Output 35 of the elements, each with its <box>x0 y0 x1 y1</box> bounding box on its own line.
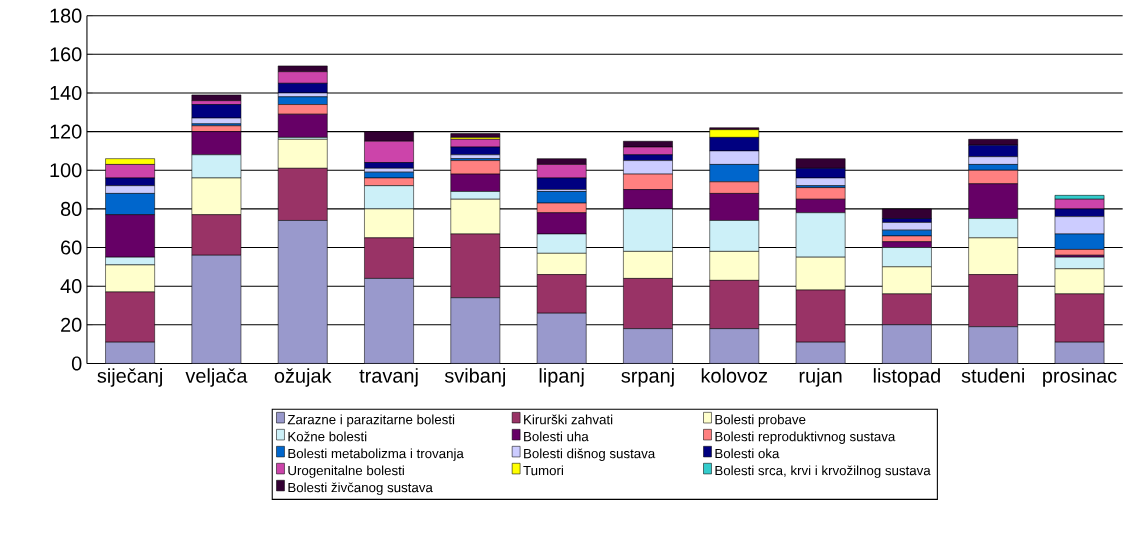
y-tick-label: 40 <box>60 279 82 294</box>
x-tick-label: veljača <box>185 368 248 387</box>
x-tick-label: travanj <box>359 368 418 387</box>
legend-label: Kožne bolesti <box>288 431 367 442</box>
y-tick-label: 80 <box>60 201 82 216</box>
x-tick-label: rujan <box>799 368 842 387</box>
legend-label: Bolesti dišnog sustava <box>524 448 656 461</box>
y-tick-label: 0 <box>71 356 82 371</box>
y-tick-label: 180 <box>50 8 82 23</box>
x-tick-label: prosinac <box>1043 368 1117 387</box>
x-tick-label: svibanj <box>444 368 505 387</box>
legend-label: Urogenitalne bolesti <box>288 465 404 478</box>
y-tick-label: 120 <box>50 124 82 139</box>
legend-label: Bolesti uha <box>524 431 589 442</box>
legend-label: Zarazne i parazitarne bolesti <box>287 414 455 427</box>
x-tick-label: lipanj <box>539 368 584 387</box>
y-tick-label: 160 <box>50 47 82 62</box>
legend-label: Bolesti metabolizma i trovanja <box>288 448 464 461</box>
y-tick-label: 140 <box>50 85 82 101</box>
x-tick-label: kolovoz <box>701 368 768 383</box>
x-tick-label: listopad <box>873 368 940 387</box>
y-tick-label: 60 <box>61 240 82 255</box>
y-tick-label: 100 <box>50 163 82 178</box>
legend-label: Tumori <box>523 465 563 476</box>
legend-label: Bolesti srca, krvi i krvožilnog sustava <box>715 465 931 478</box>
legend-label: Kirurški zahvati <box>524 414 613 425</box>
x-tick-label: studeni <box>961 368 1024 383</box>
x-tick-label: ožujak <box>274 368 332 387</box>
legend-label: Bolesti živčanog sustava <box>288 482 433 495</box>
x-tick-label: srpanj <box>621 368 674 387</box>
x-tick-label: siječanj <box>97 368 162 387</box>
y-tick-label: 20 <box>61 317 82 332</box>
legend-label: Bolesti oka <box>715 448 780 459</box>
legend-label: Bolesti probave <box>715 414 806 427</box>
legend-label: Bolesti reproduktivnog sustava <box>715 431 896 444</box>
